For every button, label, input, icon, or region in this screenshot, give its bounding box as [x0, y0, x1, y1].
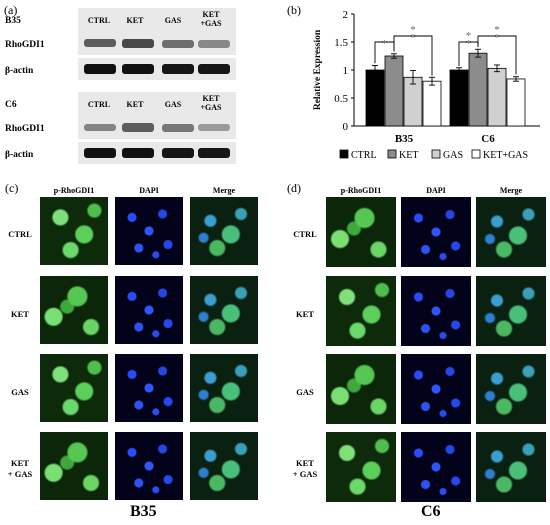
micrograph-prhogdi1	[40, 276, 108, 344]
y-tick-label: 1	[343, 65, 349, 77]
significance-marker: *	[410, 24, 416, 36]
y-axis-label: Relative Expression	[313, 29, 323, 110]
lane-label: KET	[126, 100, 144, 109]
bar	[506, 78, 526, 127]
lane-label: GAS	[164, 100, 182, 109]
y-tick-label: 2	[343, 9, 349, 21]
blot-c6-actin	[78, 142, 236, 164]
bar	[422, 80, 442, 127]
column-header: DAPI	[426, 186, 446, 195]
lane-label: KET +GAS	[200, 10, 222, 28]
micrograph-dapi	[401, 276, 471, 346]
significance-marker: *	[494, 32, 500, 44]
x-tick-label: B35	[395, 133, 414, 145]
row-label: KET + GAS	[7, 458, 33, 479]
column-header: p-RhoGDI1	[53, 186, 95, 195]
row-label: CTRL	[293, 229, 317, 239]
panel-b-label: (b)	[287, 3, 301, 17]
micrograph-merge	[190, 354, 258, 422]
micrograph-prhogdi1	[326, 197, 396, 267]
blot-c6-title: C6	[5, 100, 17, 110]
panel-d-label: (d)	[287, 181, 301, 195]
lane-label: CTRL	[87, 16, 111, 25]
row-label: GAS	[296, 387, 314, 397]
significance-bracket	[477, 35, 517, 75]
blot-c6-lane-strip: CTRL KET GAS KET +GAS	[78, 92, 236, 117]
micrograph-merge	[476, 354, 546, 424]
micrograph-prhogdi1	[40, 197, 108, 265]
bar	[403, 76, 423, 127]
micrograph-merge	[476, 432, 546, 502]
significance-marker: *	[382, 38, 388, 50]
lane-label: GAS	[164, 16, 182, 25]
column-header: Merge	[499, 186, 523, 195]
micrograph-dapi	[401, 432, 471, 502]
column-header: Merge	[212, 186, 236, 195]
micrograph-dapi	[115, 276, 183, 344]
legend-label: GAS	[443, 150, 463, 161]
lane-label: KET +GAS	[200, 94, 222, 112]
bar	[449, 69, 469, 127]
row-label: KET	[296, 309, 314, 319]
lane-label: CTRL	[87, 100, 111, 109]
blot-b35-rhogdi1	[78, 33, 236, 55]
row-label: KET	[11, 309, 29, 319]
micrograph-merge	[476, 197, 546, 267]
micrograph-prhogdi1	[40, 432, 108, 500]
micrograph-prhogdi1	[326, 276, 396, 346]
micrograph-merge	[476, 276, 546, 346]
legend-label: KET	[399, 150, 418, 161]
panel-d-cell-line: C6	[421, 503, 441, 520]
blot-b35-lane-strip: CTRL KET GAS KET +GAS	[78, 8, 236, 33]
row-label: RhoGDI1	[5, 124, 45, 134]
significance-marker: *	[466, 30, 472, 42]
micrograph-dapi	[401, 354, 471, 424]
row-label: RhoGDI1	[5, 40, 45, 50]
column-header: p-RhoGDI1	[340, 186, 382, 195]
lane-label: KET	[126, 16, 144, 25]
y-tick-label: 1.5	[334, 37, 348, 49]
significance-marker: *	[466, 38, 472, 50]
micrograph-merge	[190, 276, 258, 344]
micrograph-merge	[190, 197, 258, 265]
row-label: GAS	[11, 387, 29, 397]
micrograph-prhogdi1	[40, 354, 108, 422]
row-label: β-actin	[5, 150, 34, 160]
significance-marker: *	[494, 24, 500, 36]
panel-c-label: (c)	[5, 181, 19, 195]
row-label: β-actin	[5, 66, 34, 76]
micrograph-prhogdi1	[326, 432, 396, 502]
micrograph-prhogdi1	[326, 354, 396, 424]
legend-label: CTRL	[351, 150, 377, 161]
x-tick-label: C6	[481, 133, 495, 145]
row-label: CTRL	[8, 229, 32, 239]
panel-c-cell-line: B35	[130, 503, 157, 520]
legend-swatch	[431, 149, 441, 159]
bar	[487, 67, 507, 127]
micrograph-dapi	[115, 354, 183, 422]
legend-swatch	[339, 149, 349, 159]
y-tick-label: 0.5	[334, 93, 348, 105]
row-label: KET + GAS	[292, 458, 318, 479]
bar	[365, 69, 385, 127]
blot-b35-actin	[78, 58, 236, 80]
legend-swatch	[471, 149, 481, 159]
blot-b35-title: B35	[5, 16, 21, 26]
y-tick-label: 0	[343, 121, 349, 133]
micrograph-dapi	[115, 432, 183, 500]
blot-c6-rhogdi1	[78, 117, 236, 139]
legend-swatch	[387, 149, 397, 159]
column-header: DAPI	[139, 186, 159, 195]
legend-label: KET+GAS	[483, 150, 528, 161]
micrograph-dapi	[115, 197, 183, 265]
bar	[468, 52, 488, 127]
panel-a-label: (a)	[4, 3, 18, 17]
significance-marker: *	[410, 32, 416, 44]
significance-bracket	[393, 35, 433, 76]
bar	[384, 55, 404, 127]
micrograph-merge	[190, 432, 258, 500]
micrograph-dapi	[401, 197, 471, 267]
